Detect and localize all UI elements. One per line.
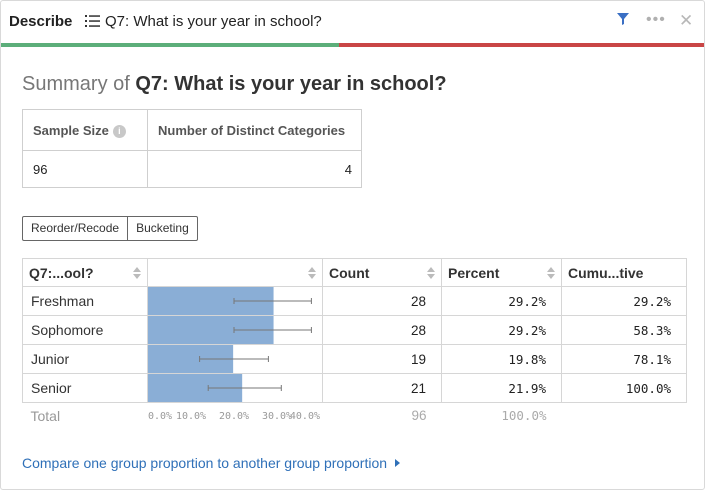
summary-title: Summary of Q7: What is your year in scho… [22, 73, 447, 96]
percent-value: 21.9% [441, 373, 562, 403]
bar-cell [147, 286, 323, 316]
compare-link-label: Compare one group proportion to another … [22, 455, 388, 471]
bar-column-header[interactable] [147, 258, 323, 287]
count-value: 28 [322, 286, 442, 316]
percent-value: 29.2% [441, 315, 562, 345]
sample-size-value: 96 [22, 150, 148, 188]
bar-chart [148, 374, 282, 402]
percent-header-label: Percent [448, 264, 500, 281]
sort-icon[interactable] [427, 267, 435, 279]
bar-cell [147, 344, 323, 374]
card-header: Describe Q7: What is your year in school… [1, 1, 704, 43]
caret-right-icon [395, 459, 401, 467]
percent-value: 19.8% [441, 344, 562, 374]
reorder-recode-button[interactable]: Reorder/Recode [31, 221, 120, 235]
bucketing-button[interactable]: Bucketing [127, 217, 197, 240]
axis-tick-label: 40.0% [289, 411, 319, 422]
total-percent: 100.0% [501, 408, 547, 424]
axis-tick-label: 30.0% [261, 411, 291, 422]
axis-tick-label: 0.0% [148, 411, 172, 422]
cumulative-column-header[interactable]: Cumu...tive [561, 258, 687, 287]
count-value: 21 [322, 373, 442, 403]
distinct-categories-header: Number of Distinct Categories [147, 109, 362, 151]
cumulative-value: 29.2% [561, 286, 687, 316]
axis-tick-label: 10.0% [175, 411, 205, 422]
category-label: Freshman [22, 286, 148, 316]
category-label: Sophomore [22, 315, 148, 345]
sample-size-header: Sample Size i [22, 109, 148, 151]
bar-chart [148, 316, 312, 344]
table-row: Senior 21 21.9% 100.0% [22, 373, 687, 403]
more-icon[interactable]: ••• [646, 11, 666, 28]
total-count: 96 [411, 408, 427, 424]
category-label: Senior [22, 373, 148, 403]
distinct-categories-value: 4 [147, 150, 362, 188]
axis-cell: 0.0% 10.0% 20.0% 30.0% 40.0% [148, 403, 323, 429]
bar-cell [147, 373, 323, 403]
category-header-label: Q7:...ool? [29, 264, 94, 281]
count-header-label: Count [329, 264, 370, 281]
table-row: Sophomore 28 29.2% 58.3% [22, 315, 687, 345]
sort-icon[interactable] [547, 267, 555, 279]
summary-prefix: Summary of [22, 73, 130, 95]
info-icon[interactable]: i [112, 124, 126, 138]
percent-value: 29.2% [441, 286, 562, 316]
bar-cell [147, 315, 323, 345]
card-title: Describe [9, 13, 73, 30]
cumulative-value: 78.1% [561, 344, 687, 374]
sample-size-label: Sample Size [33, 122, 109, 138]
progress-green [1, 43, 339, 47]
frequency-table: Q7:...ool? Count Percent Cumu...tive Fre… [22, 258, 687, 429]
recode-button-group: Reorder/Recode Bucketing [22, 216, 198, 241]
category-column-header[interactable]: Q7:...ool? [22, 258, 148, 287]
sort-icon[interactable] [133, 267, 141, 279]
total-label: Total [30, 407, 61, 424]
list-icon [85, 15, 100, 27]
summary-question: Q7: What is your year in school? [135, 73, 447, 95]
bar-chart [148, 345, 269, 373]
total-cumulative [562, 403, 687, 429]
summary-stats-table: Sample Size i Number of Distinct Categori… [22, 109, 362, 188]
cumulative-header-label: Cumu...tive [568, 264, 644, 281]
frequency-header-row: Q7:...ool? Count Percent Cumu...tive [22, 258, 687, 287]
progress-bar [1, 43, 704, 47]
percent-column-header[interactable]: Percent [441, 258, 562, 287]
table-row: Junior 19 19.8% 78.1% [22, 344, 687, 374]
compare-proportions-link[interactable]: Compare one group proportion to another … [22, 455, 401, 471]
axis-tick-label: 20.0% [218, 411, 248, 422]
cumulative-value: 100.0% [561, 373, 687, 403]
totals-row: Total 0.0% 10.0% 20.0% 30.0% 40.0% 96 100.0% [23, 403, 687, 429]
count-value: 28 [322, 315, 442, 345]
bar-chart [148, 287, 312, 315]
header-question: Q7: What is your year in school? [105, 13, 322, 30]
table-row: Freshman 28 29.2% 29.2% [22, 286, 687, 316]
close-icon[interactable]: ✕ [679, 11, 694, 30]
cumulative-value: 58.3% [561, 315, 687, 345]
count-column-header[interactable]: Count [322, 258, 442, 287]
bar-axis: 0.0% 10.0% 20.0% 30.0%40.0% [148, 411, 320, 422]
filter-icon[interactable] [617, 13, 629, 25]
category-label: Junior [22, 344, 148, 374]
sort-icon[interactable] [308, 267, 316, 279]
count-value: 19 [322, 344, 442, 374]
progress-red [339, 43, 704, 47]
